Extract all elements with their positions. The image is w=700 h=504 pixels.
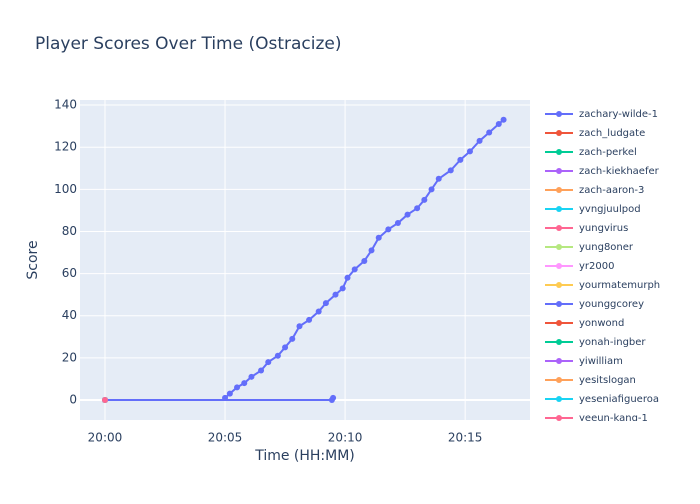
x-tick-label: 20:15 bbox=[448, 431, 483, 445]
legend-marker bbox=[556, 282, 562, 288]
legend[interactable]: zachary-wilde-1 zach_ludgate zach-perkel za… bbox=[545, 109, 660, 424]
data-point bbox=[500, 116, 507, 123]
y-tick-label: 140 bbox=[54, 98, 77, 112]
data-point bbox=[466, 148, 473, 155]
y-tick-label: 60 bbox=[62, 266, 77, 280]
plot-background bbox=[80, 100, 530, 420]
legend-marker bbox=[556, 206, 562, 212]
legend-label[interactable]: zach-kiekhaefer bbox=[579, 166, 660, 177]
legend-label[interactable]: yiwilliam bbox=[579, 356, 623, 367]
legend-marker bbox=[556, 187, 562, 193]
data-point bbox=[306, 316, 313, 323]
data-point bbox=[101, 396, 108, 403]
data-point bbox=[344, 274, 351, 281]
x-tick-label: 20:10 bbox=[328, 431, 363, 445]
y-tick-label: 20 bbox=[62, 350, 77, 364]
data-point bbox=[428, 186, 435, 193]
y-tick-label: 0 bbox=[69, 392, 77, 406]
y-tick-label: 40 bbox=[62, 308, 77, 322]
data-point bbox=[274, 352, 281, 359]
data-point bbox=[394, 220, 401, 227]
data-point bbox=[447, 167, 454, 174]
legend-marker bbox=[556, 244, 562, 250]
legend-label[interactable]: yungvirus bbox=[579, 223, 628, 234]
legend-label[interactable]: yonah-ingber bbox=[579, 337, 646, 348]
legend-label[interactable]: yesitslogan bbox=[579, 375, 636, 386]
data-point bbox=[351, 266, 358, 273]
legend-marker bbox=[556, 377, 562, 383]
legend-marker bbox=[556, 301, 562, 307]
data-point bbox=[476, 137, 483, 144]
legend-marker bbox=[556, 168, 562, 174]
legend-label[interactable]: yvngjuulpod bbox=[579, 204, 641, 215]
x-axis-label: Time (HH:MM) bbox=[254, 448, 355, 464]
data-point bbox=[361, 257, 368, 264]
y-tick-label: 80 bbox=[62, 224, 77, 238]
data-point bbox=[282, 344, 289, 351]
data-point bbox=[248, 373, 255, 380]
legend-marker bbox=[556, 358, 562, 364]
data-point bbox=[486, 129, 493, 136]
data-point bbox=[241, 380, 248, 387]
legend-marker bbox=[556, 111, 562, 117]
legend-label[interactable]: yung8oner bbox=[579, 242, 634, 253]
grid bbox=[80, 100, 530, 420]
data-point bbox=[332, 291, 339, 298]
legend-label[interactable]: yeseniafigueroa bbox=[579, 394, 659, 405]
data-point bbox=[296, 323, 303, 330]
data-point bbox=[404, 211, 411, 218]
legend-marker bbox=[556, 415, 562, 421]
x-tick-label: 20:00 bbox=[88, 431, 123, 445]
data-point bbox=[322, 300, 329, 307]
data-point bbox=[330, 394, 337, 401]
data-point bbox=[226, 390, 233, 397]
data-point bbox=[385, 226, 392, 233]
x-tick-label: 20:05 bbox=[208, 431, 243, 445]
plot-area bbox=[101, 116, 507, 403]
legend-label[interactable]: zachary-wilde-1 bbox=[579, 109, 658, 120]
legend-marker bbox=[556, 320, 562, 326]
data-point bbox=[414, 205, 421, 212]
legend-marker bbox=[556, 396, 562, 402]
legend-label[interactable]: zach-perkel bbox=[579, 147, 637, 158]
legend-label[interactable]: yourmatemurph bbox=[579, 280, 660, 291]
data-point bbox=[234, 384, 241, 391]
data-point bbox=[368, 247, 375, 254]
y-axis-label: Score bbox=[25, 240, 41, 279]
legend-label[interactable]: younggcorey bbox=[579, 299, 644, 310]
data-point bbox=[495, 121, 502, 128]
data-point bbox=[435, 175, 442, 182]
legend-marker bbox=[556, 130, 562, 136]
data-point bbox=[375, 234, 382, 241]
data-point bbox=[421, 196, 428, 203]
data-point bbox=[258, 367, 265, 374]
legend-label[interactable]: zach-aaron-3 bbox=[579, 185, 644, 196]
data-point bbox=[265, 359, 272, 366]
legend-marker bbox=[556, 149, 562, 155]
legend-label[interactable]: zach_ludgate bbox=[579, 128, 645, 139]
chart-title: Player Scores Over Time (Ostracize) bbox=[35, 34, 342, 54]
data-point bbox=[457, 156, 464, 163]
y-tick-label: 120 bbox=[54, 140, 77, 154]
legend-marker bbox=[556, 339, 562, 345]
y-tick-label: 100 bbox=[54, 182, 77, 196]
data-point bbox=[339, 285, 346, 292]
data-point bbox=[289, 335, 296, 342]
legend-marker bbox=[556, 225, 562, 231]
legend-label[interactable]: yonwond bbox=[579, 318, 624, 329]
legend-label[interactable]: yr2000 bbox=[579, 261, 614, 272]
legend-label[interactable]: yeeun-kang-1 bbox=[579, 413, 648, 424]
data-point bbox=[315, 308, 322, 315]
legend-marker bbox=[556, 263, 562, 269]
